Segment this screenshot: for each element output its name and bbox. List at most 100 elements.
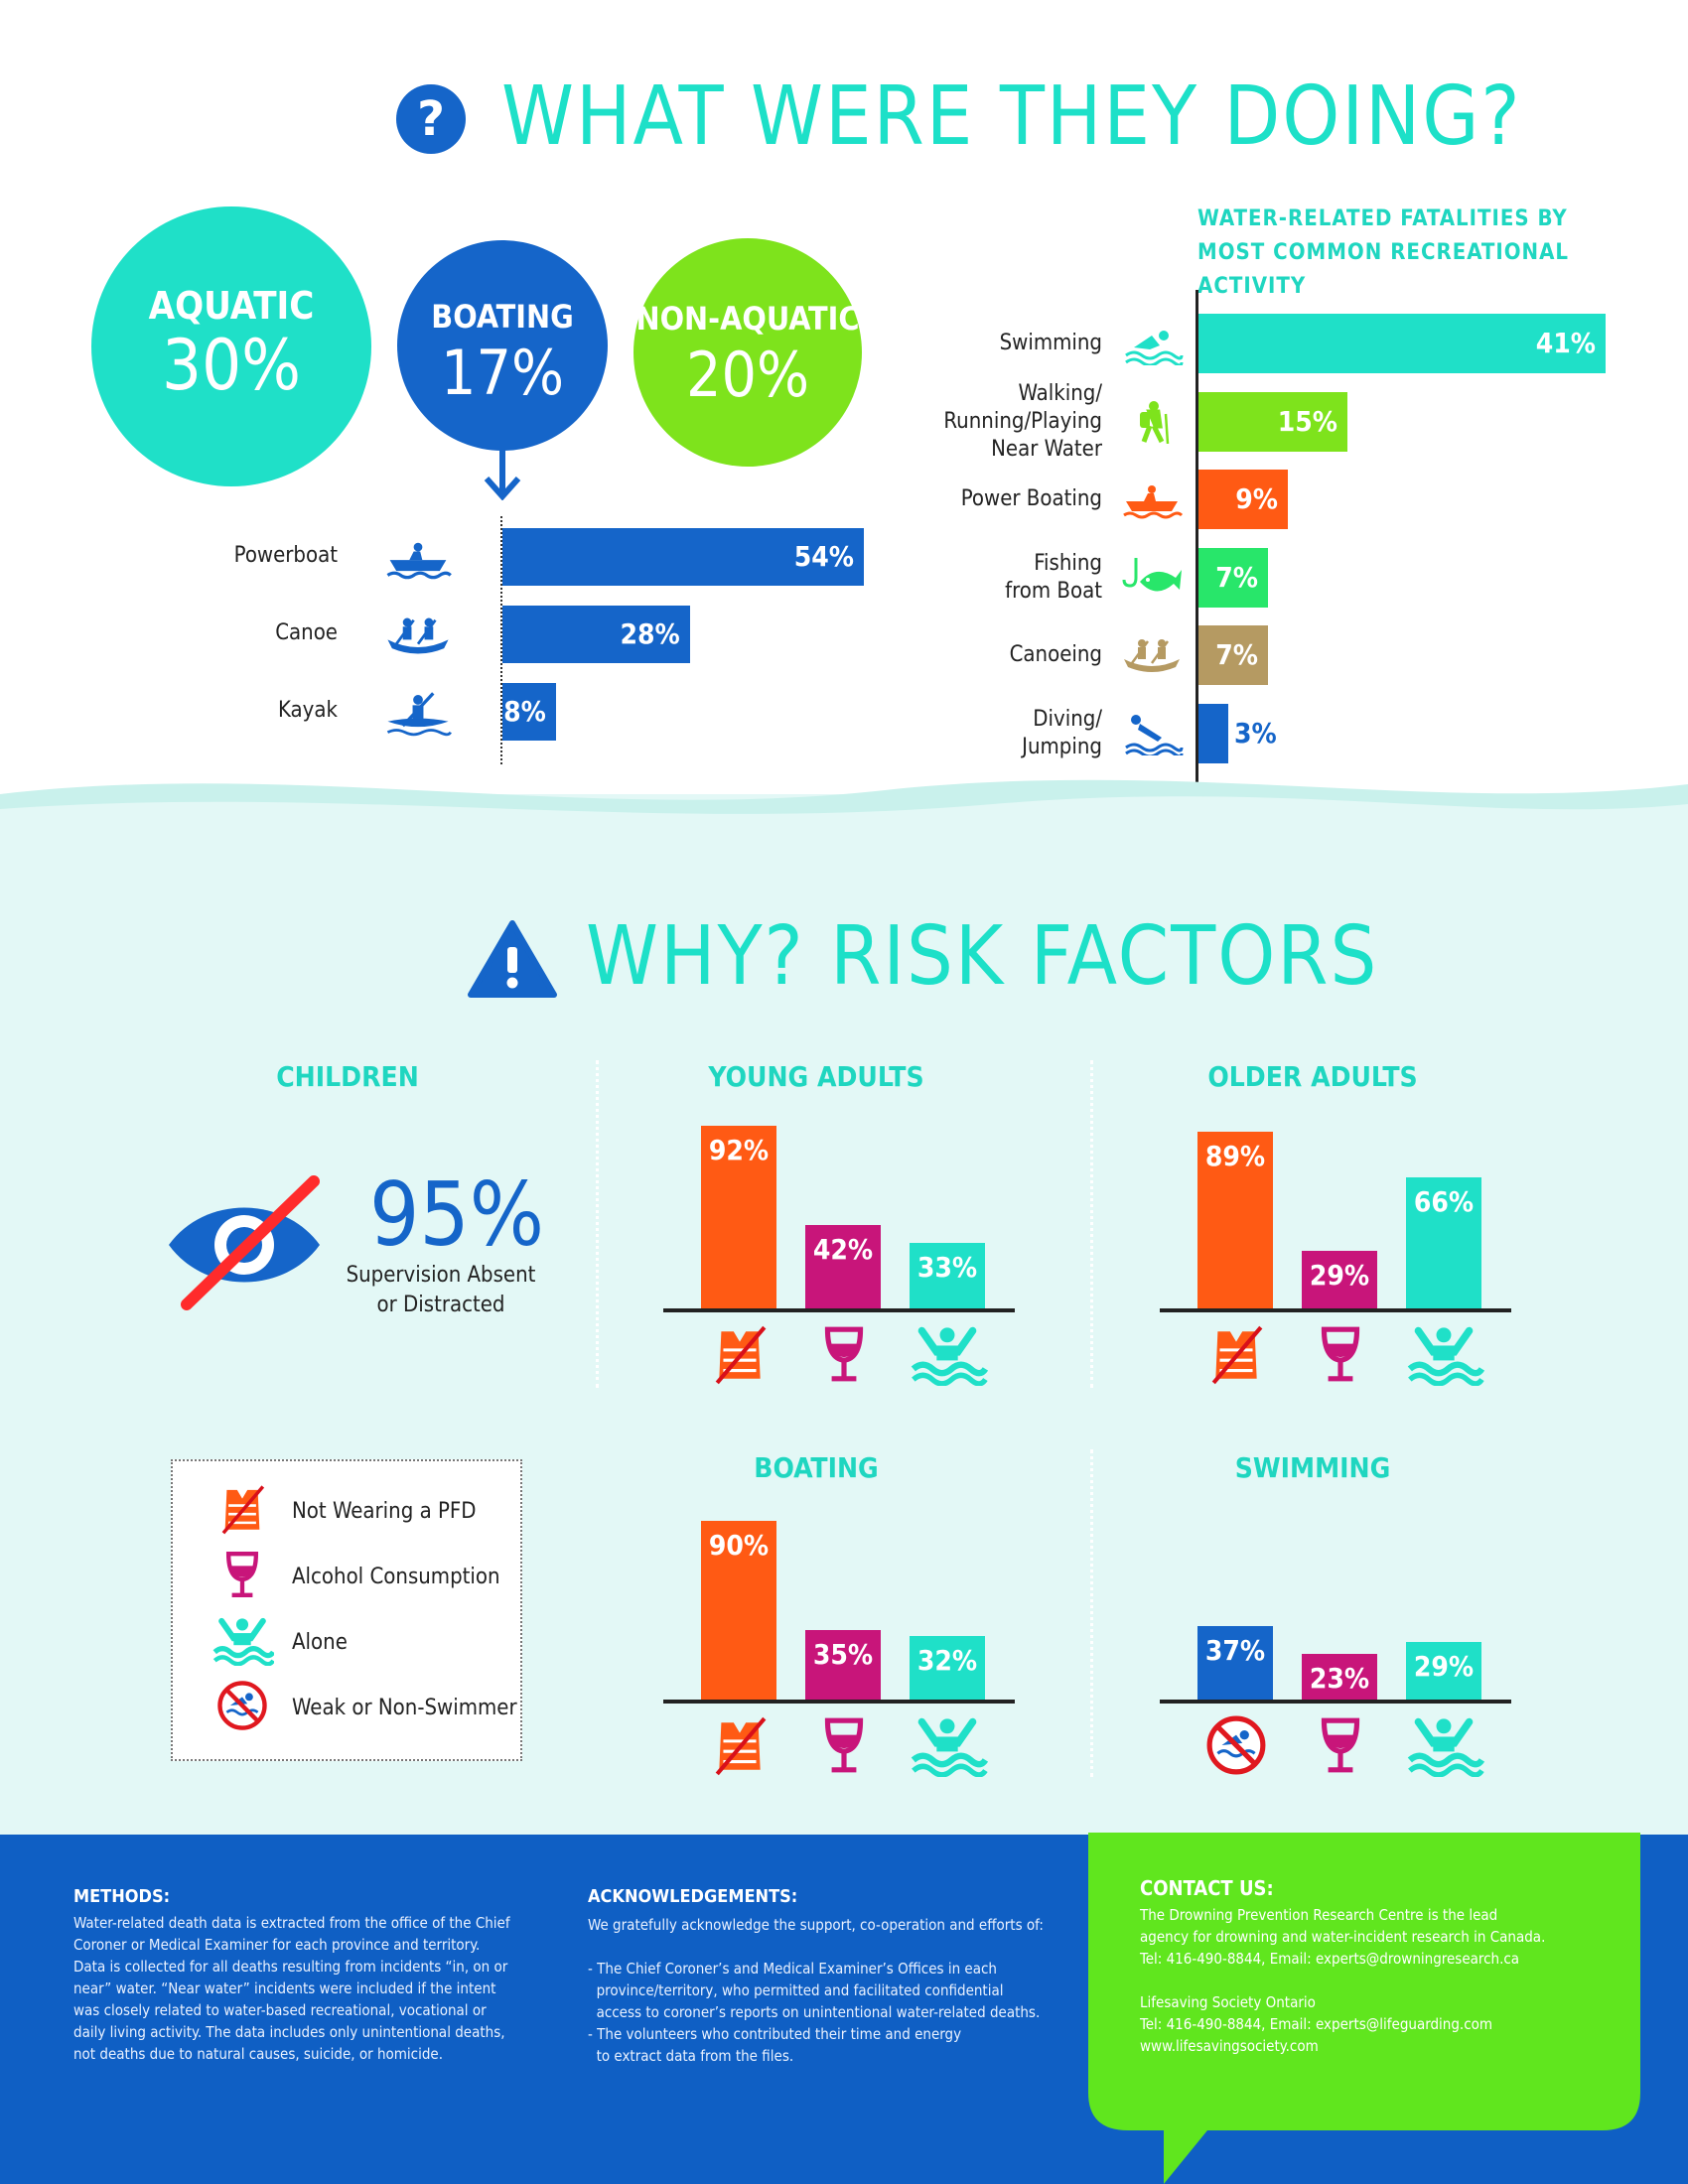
bar-value-label: 29% [1413, 1650, 1475, 1683]
boating-bar: 28% [502, 606, 690, 663]
footer-line [1140, 1970, 1617, 1991]
footer-line: - The Chief Coroner’s and Medical Examin… [588, 1960, 997, 1978]
footer-line: Tel: 416-490-8844, Email: experts@drowni… [1140, 1950, 1520, 1968]
risk-title: WHY? RISK FACTORS [586, 909, 1379, 1004]
wine-glass-icon [813, 1322, 875, 1386]
bar-value-label: 29% [1309, 1259, 1370, 1292]
label-line: Fishing [1034, 550, 1102, 576]
label-line: Running/Playing [943, 408, 1102, 434]
risk-bar: 66% [1406, 1177, 1481, 1308]
canoe-icon [353, 612, 483, 659]
baseline [663, 1700, 1015, 1704]
no-swimming-icon [1205, 1713, 1267, 1777]
footer-line: not deaths due to natural causes, suicid… [73, 2045, 443, 2063]
contact-bubble [1088, 1833, 1640, 2184]
caption-line: or Distracted [376, 1293, 505, 1317]
non-aquatic-circle: NON-AQUATIC 20% [633, 238, 862, 467]
boating-category-label: Powerboat [233, 543, 338, 568]
legend-item-alcohol: Alcohol Consumption [292, 1565, 500, 1589]
boating-bar: 8% [502, 683, 556, 741]
boating-circle: BOATING 17% [397, 240, 608, 451]
footer-line: www.lifesavingsociety.com [1140, 2037, 1319, 2055]
footer-line [588, 1936, 1084, 1958]
label-line: Walking/ [1018, 380, 1102, 406]
activity-chart-title: WATER-RELATED FATALITIES BY MOST COMMON … [1197, 206, 1570, 299]
risk-bar: 23% [1302, 1654, 1377, 1700]
footer-line: daily living activity. The data includes… [73, 2023, 505, 2041]
bar-value-label: 37% [1204, 1634, 1266, 1667]
label-line: Jumping [1022, 734, 1102, 759]
bar-value-label: 92% [708, 1134, 770, 1166]
pfd-crossed-icon [216, 1483, 268, 1535]
bar-value-label: 7% [1215, 638, 1258, 671]
bar-value-label: 89% [1204, 1140, 1266, 1172]
pfd-crossed-icon [709, 1322, 771, 1386]
pfd-crossed-icon [1205, 1322, 1267, 1386]
activity-category-label: Power Boating [894, 485, 1102, 513]
children-title: CHILDREN [276, 1060, 419, 1093]
footer-line: Lifesaving Society Ontario [1140, 1993, 1316, 2011]
wine-glass-icon [216, 1549, 268, 1600]
activity-bar: 7% [1198, 547, 1268, 608]
circle-pct: 17% [441, 337, 564, 409]
legend-item-alone: Alone [292, 1630, 348, 1655]
wine-glass-icon [1310, 1322, 1371, 1386]
methods-text: Water-related death data is extracted fr… [73, 1912, 540, 2065]
bar-value-label: 15% [1277, 404, 1337, 438]
circle-pct: 20% [686, 339, 809, 411]
pfd-crossed-icon [709, 1713, 771, 1777]
label-line: Power Boating [960, 486, 1102, 511]
bar-value-label: 3% [1234, 716, 1277, 750]
activity-bar: 9% [1198, 470, 1288, 529]
footer-line: Coroner or Medical Examiner for each pro… [73, 1936, 481, 1954]
activity-bar [1198, 703, 1228, 763]
bar-value-label: 35% [812, 1638, 874, 1671]
group-title: BOATING [754, 1451, 879, 1484]
divider [596, 1060, 599, 1388]
legend-item-pfd: Not Wearing a PFD [292, 1499, 477, 1524]
footer-line: The Drowning Prevention Research Centre … [1140, 1906, 1498, 1924]
circle-label: AQUATIC [148, 284, 315, 328]
risk-bar: 33% [910, 1243, 985, 1308]
contact-title: CONTACT US: [1140, 1876, 1274, 1900]
children-pct: 95% [369, 1163, 544, 1266]
down-arrow-icon [479, 449, 526, 500]
bar-value-label: 32% [916, 1644, 978, 1677]
group-title: YOUNG ADULTS [708, 1060, 924, 1093]
children-caption: Supervision Absent or Distracted [342, 1261, 540, 1320]
bar-value-label: 54% [793, 540, 854, 573]
bar-value-label: 7% [1215, 560, 1258, 594]
activity-bar: 41% [1198, 314, 1606, 373]
boating-bar: 54% [502, 528, 864, 586]
group-title: SWIMMING [1234, 1451, 1391, 1484]
methods-title: METHODS: [73, 1886, 171, 1907]
label-line: Diving/ [1033, 706, 1102, 732]
activity-category-label: Fishing from Boat [894, 550, 1102, 606]
legend: Not Wearing a PFD Alcohol Consumption Al… [171, 1459, 522, 1761]
footer-line: access to coroner’s reports on unintenti… [588, 2003, 1041, 2021]
baseline [1160, 1700, 1511, 1704]
footer-line: province/territory, who permitted and fa… [588, 1981, 1004, 1999]
alone-swimmer-icon [1400, 1713, 1487, 1777]
risk-bar: 42% [805, 1225, 881, 1308]
activity-bar: 15% [1198, 391, 1347, 452]
footer-line: to extract data from the files. [588, 2047, 794, 2065]
wave-decoration [0, 754, 1688, 834]
bar-value-label: 9% [1235, 482, 1278, 515]
swimmer-icon [1120, 322, 1184, 365]
risk-bar: 29% [1406, 1642, 1481, 1700]
boating-category-label: Canoe [275, 620, 338, 645]
risk-bar: 92% [701, 1126, 776, 1308]
wine-glass-icon [1310, 1713, 1371, 1777]
hiker-icon [1120, 400, 1184, 444]
footer-line: Tel: 416-490-8844, Email: experts@lifegu… [1140, 2015, 1493, 2033]
alone-swimmer-icon [211, 1614, 274, 1666]
bar-value-label: 41% [1535, 327, 1596, 359]
activity-category-label: Swimming [894, 330, 1102, 357]
bar-value-label: 28% [620, 617, 680, 650]
bar-value-label: 33% [916, 1251, 978, 1284]
group-title: OLDER ADULTS [1207, 1060, 1418, 1093]
risk-bar: 37% [1197, 1626, 1273, 1700]
powerboat-icon [353, 534, 483, 582]
